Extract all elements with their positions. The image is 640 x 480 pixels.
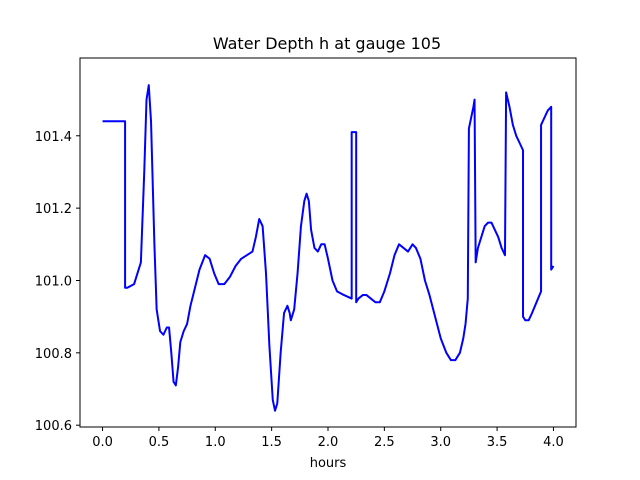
y-tick-label: 101.4 bbox=[35, 130, 72, 145]
y-tick-label: 101.0 bbox=[35, 274, 72, 289]
chart-title: Water Depth h at gauge 105 bbox=[213, 34, 441, 53]
y-tick-label: 101.2 bbox=[35, 202, 72, 217]
y-axis-ticks: 100.6 100.8 101.0 101.2 101.4 bbox=[35, 130, 80, 434]
series-layer bbox=[102, 84, 555, 412]
x-tick-label: 3.5 bbox=[487, 435, 508, 450]
x-axis-ticks: 0.0 0.5 1.0 1.5 2.0 2.5 3.0 3.5 4.0 bbox=[92, 427, 564, 450]
x-tick-label: 2.0 bbox=[318, 435, 339, 450]
plot-area bbox=[79, 57, 577, 428]
y-tick-label: 100.8 bbox=[35, 347, 72, 362]
y-tick-label: 100.6 bbox=[35, 419, 72, 434]
x-axis-label: hours bbox=[310, 456, 347, 471]
x-tick-label: 1.5 bbox=[261, 435, 282, 450]
x-tick-label: 4.0 bbox=[543, 435, 564, 450]
series-line-0 bbox=[102, 84, 555, 412]
x-tick-label: 0.0 bbox=[92, 435, 113, 450]
x-tick-label: 1.0 bbox=[205, 435, 226, 450]
x-tick-label: 3.0 bbox=[430, 435, 451, 450]
x-tick-label: 0.5 bbox=[149, 435, 170, 450]
x-tick-label: 2.5 bbox=[374, 435, 395, 450]
